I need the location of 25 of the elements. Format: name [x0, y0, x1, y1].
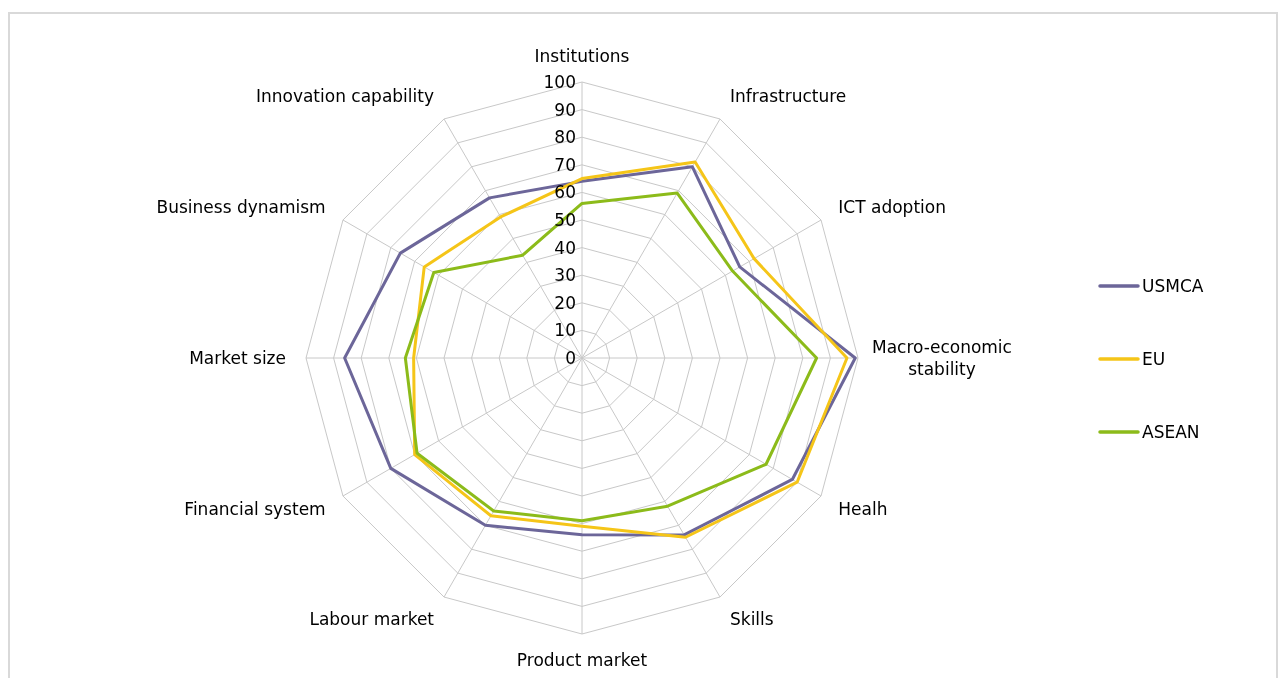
spoke-label: Institutions — [534, 45, 630, 66]
y-tick-label: 20 — [554, 292, 576, 313]
spoke-label: ICT adoption — [838, 196, 946, 217]
legend-label: EU — [1142, 348, 1166, 369]
legend-label: ASEAN — [1142, 421, 1200, 442]
spoke-label: Skills — [730, 609, 774, 630]
spoke-label: Financial system — [184, 498, 326, 519]
y-tick-label: 10 — [554, 320, 576, 341]
y-tick-label: 100 — [543, 71, 576, 92]
spoke-label: Healh — [838, 498, 888, 519]
spoke-label: Macro-economic stability — [872, 336, 1012, 380]
spoke-label: Market size — [189, 347, 286, 368]
spoke-label: Innovation capability — [255, 86, 434, 107]
spoke-label: Infrastructure — [730, 86, 847, 107]
y-tick-label: 70 — [554, 154, 576, 175]
y-tick-label: 40 — [554, 237, 576, 258]
legend-label: USMCA — [1142, 275, 1204, 296]
y-tick-label: 30 — [554, 265, 576, 286]
y-tick-label: 0 — [565, 347, 576, 368]
y-tick-label: 80 — [554, 127, 576, 148]
spoke-label: Product market — [516, 649, 648, 670]
y-tick-label: 60 — [554, 182, 576, 203]
spoke-label: Business dynamism — [156, 196, 326, 217]
spoke-label: Labour market — [309, 609, 435, 630]
y-tick-label: 90 — [554, 99, 576, 120]
